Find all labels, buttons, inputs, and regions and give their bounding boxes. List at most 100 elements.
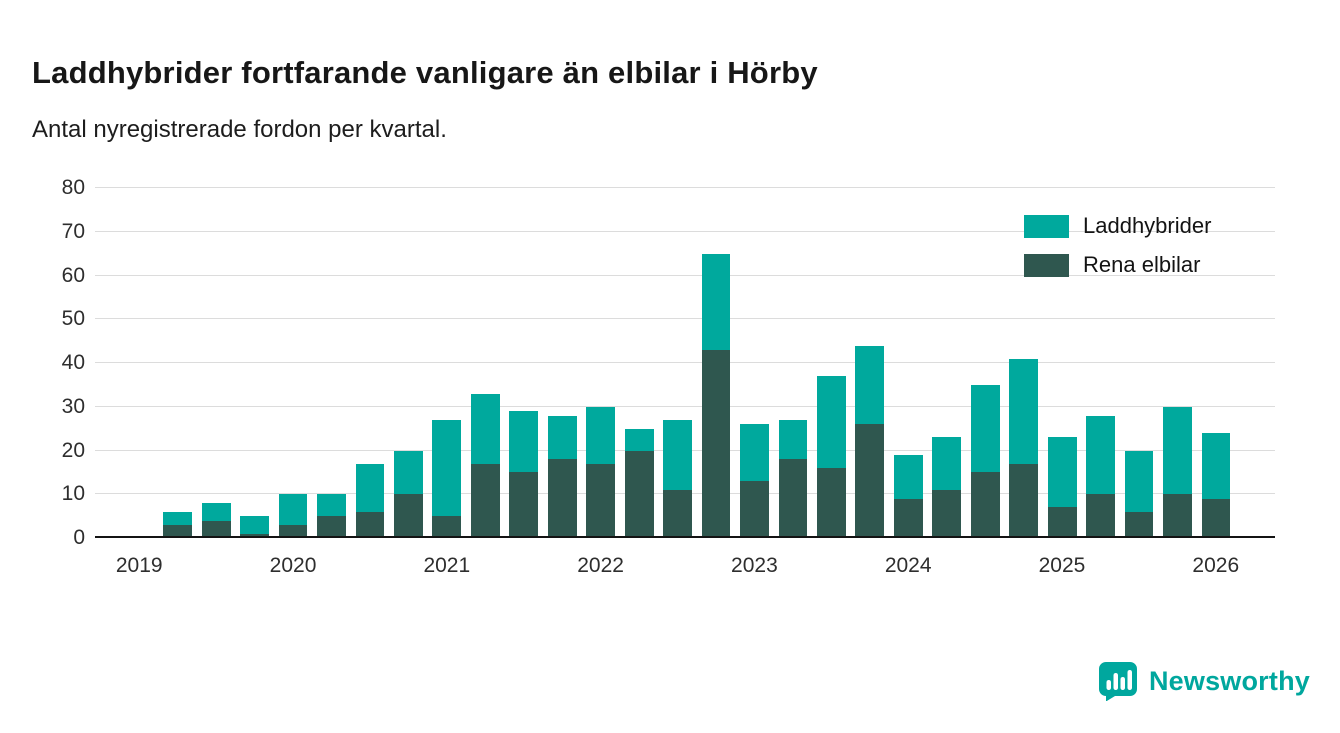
legend-label: Rena elbilar — [1083, 252, 1201, 277]
bar-segment-laddhybrider — [701, 253, 731, 350]
x-axis-tick-label: 2022 — [577, 554, 624, 577]
y-axis-tick-label: 60 — [61, 263, 85, 287]
gridline — [95, 362, 1275, 363]
chart-subtitle: Antal nyregistrerade fordon per kvartal. — [32, 116, 447, 143]
x-axis-labels: 2019 2020 2021 2022 2023 2024 2025 2026 — [116, 538, 1239, 582]
y-axis-labels: 0 10 20 30 40 50 60 70 80 — [15, 176, 85, 549]
bar-segment-laddhybrider — [393, 450, 423, 495]
bar-group — [158, 188, 196, 538]
bar-segment-laddhybrider — [1201, 433, 1231, 499]
x-axis-line — [95, 536, 1275, 538]
bar-group — [851, 188, 889, 538]
bar-group — [620, 188, 658, 538]
bar-group — [543, 188, 581, 538]
bar-segment-rena-elbilar — [1163, 494, 1192, 538]
bar-group — [235, 188, 273, 538]
bar-segment-rena-elbilar — [1086, 494, 1115, 538]
gridline — [95, 274, 1275, 276]
bar-group — [1197, 188, 1235, 538]
bar-segment-rena-elbilar — [663, 489, 692, 538]
legend-item: Laddhybrider — [1024, 213, 1211, 239]
x-axis-tick-label: 2024 — [884, 554, 932, 577]
bar-segment-laddhybrider — [816, 376, 846, 468]
bar-segment-rena-elbilar — [163, 524, 193, 538]
bar-segment-laddhybrider — [240, 516, 269, 534]
legend-item: Rena elbilar — [1024, 252, 1211, 278]
newsworthy-brand-name: Newsworthy — [1148, 665, 1310, 696]
bar-series — [120, 188, 1235, 538]
bar-group — [1043, 188, 1081, 538]
bar-segment-rena-elbilar — [778, 459, 808, 538]
legend: Laddhybrider Rena elbilar — [1024, 213, 1211, 278]
plot-area: 0 10 20 30 40 50 60 70 80 2019 2020 2021 2022 2023 20… — [62, 176, 1275, 577]
bar-segment-rena-elbilar — [470, 463, 500, 538]
bar-segment-rena-elbilar — [740, 481, 769, 538]
bar-group — [274, 188, 312, 538]
bar-group — [428, 188, 466, 538]
bar-segment-rena-elbilar — [1124, 511, 1154, 538]
gridline — [95, 405, 1275, 407]
bar-segment-laddhybrider — [932, 437, 962, 490]
bar-group — [389, 188, 427, 538]
bar-segment-laddhybrider — [201, 503, 231, 521]
y-axis-tick-label: 80 — [61, 176, 85, 199]
bar-group — [120, 188, 158, 538]
chart-title: Laddhybrider fortfarande vanligare än el… — [32, 54, 818, 90]
bar-segment-laddhybrider — [1163, 406, 1192, 495]
y-axis-tick-label: 70 — [61, 219, 85, 243]
bar-group — [774, 188, 812, 538]
bar-segment-rena-elbilar — [970, 472, 1000, 538]
bar-segment-rena-elbilar — [701, 349, 731, 538]
bar-segment-laddhybrider — [355, 463, 385, 512]
gridline — [95, 187, 1275, 188]
bar-segment-laddhybrider — [163, 511, 193, 525]
bar-segment-laddhybrider — [547, 415, 577, 460]
bar-segment-laddhybrider — [1009, 358, 1039, 464]
bar-segment-laddhybrider — [432, 419, 462, 517]
bar-group — [735, 188, 773, 538]
bar-segment-laddhybrider — [893, 454, 923, 499]
bar-segment-rena-elbilar — [240, 533, 269, 538]
legend-label: Laddhybrider — [1083, 213, 1212, 238]
bar-group — [928, 188, 966, 538]
bar-segment-laddhybrider — [586, 406, 616, 464]
bar-segment-laddhybrider — [740, 424, 769, 482]
bar-segment-rena-elbilar — [432, 516, 462, 538]
legend-swatch — [1024, 214, 1069, 238]
x-axis-tick-label: 2020 — [269, 554, 317, 577]
gridline — [95, 318, 1275, 320]
newsworthy-brand-link[interactable]: Newsworthy — [1098, 661, 1310, 701]
bar-segment-rena-elbilar — [317, 516, 346, 538]
bar-segment-laddhybrider — [970, 384, 1000, 473]
bar-group — [1158, 188, 1196, 538]
bar-segment-rena-elbilar — [278, 524, 308, 538]
bar-segment-rena-elbilar — [855, 424, 885, 538]
x-axis-tick-label: 2026 — [1192, 554, 1240, 577]
bar-group — [697, 188, 735, 538]
bar-group — [197, 188, 235, 538]
bar-group — [505, 188, 543, 538]
y-axis-tick-label: 0 — [73, 526, 85, 549]
bar-segment-rena-elbilar — [1047, 507, 1077, 538]
bar-group — [658, 188, 696, 538]
bar-segment-rena-elbilar — [547, 459, 577, 538]
bar-group — [466, 188, 504, 538]
bar-group — [1120, 188, 1158, 538]
bar-segment-laddhybrider — [624, 428, 654, 451]
bar-group — [889, 188, 927, 538]
bar-segment-laddhybrider — [855, 345, 885, 425]
bar-group — [1004, 188, 1042, 538]
bar-segment-laddhybrider — [509, 411, 539, 473]
legend-swatch — [1024, 253, 1069, 277]
y-axis-tick-label: 40 — [61, 351, 85, 374]
newsworthy-logo-icon — [1098, 661, 1138, 701]
bar-segment-laddhybrider — [1124, 450, 1154, 512]
bar-segment-laddhybrider — [1047, 437, 1077, 508]
x-axis-tick-label: 2021 — [423, 554, 471, 577]
bar-segment-rena-elbilar — [932, 489, 962, 538]
bar-segment-rena-elbilar — [624, 450, 654, 538]
gridline — [95, 230, 1275, 232]
bar-segment-laddhybrider — [663, 419, 692, 490]
bar-segment-rena-elbilar — [1009, 463, 1039, 538]
